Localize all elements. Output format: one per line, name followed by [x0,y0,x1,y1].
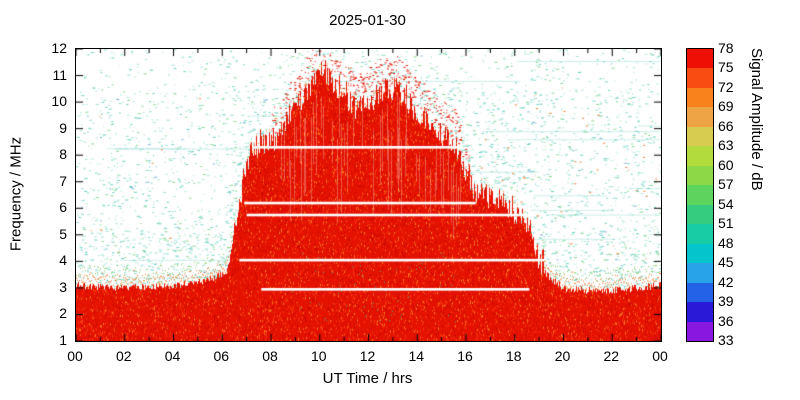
colorbar-segment [687,126,713,147]
x-tick-label: 00 [67,348,83,364]
colorbar-segment [687,146,713,166]
colorbar-segment [687,321,713,341]
x-tick-label: 18 [505,348,522,364]
x-tick-label: 06 [213,348,230,364]
colorbar-tick-label: 66 [718,117,734,134]
colorbar-tick-label: 69 [718,98,734,115]
colorbar-tick-label: 72 [718,78,734,95]
colorbar-tick-label: 78 [718,40,734,56]
y-tick-label: 5 [59,225,67,242]
colorbar-tick-label: 33 [718,332,734,348]
y-tick-label: 3 [59,278,67,295]
x-tick-label: 08 [262,348,278,364]
x-tick-label: 16 [457,348,473,364]
colorbar-tick-label: 57 [718,176,734,193]
x-tick-label: 22 [603,348,620,364]
colorbar-segment [687,302,713,322]
colorbar-label: Signal Amplitude / dB [748,48,765,191]
colorbar-segment [687,107,713,127]
colorbar-tick-label: 60 [718,156,734,173]
colorbar-segment [687,263,713,283]
y-tick-label: 9 [59,119,67,136]
x-axis-label: UT Time / hrs [322,370,413,387]
y-tick-label: 7 [59,172,67,189]
colorbar-tick-label: 75 [718,59,734,76]
colorbar-segment [687,224,713,244]
y-tick-label: 1 [59,332,67,348]
y-tick-label: 10 [51,93,67,110]
y-tick-label: 11 [52,66,67,83]
colorbar-segment [687,165,713,186]
colorbar-segment [687,68,713,88]
colorbar-segment [687,48,713,69]
colorbar-tick-label: 36 [718,312,734,329]
y-axis-label: Frequency / MHz [7,136,25,252]
y-tick-label: 4 [59,252,67,269]
x-tick-label: 20 [554,348,571,364]
y-tick-label: 6 [59,199,67,216]
y-tick-label: 2 [59,305,67,322]
colorbar-segment [687,243,713,264]
colorbar-tick-label: 48 [718,234,734,251]
x-tick-label: 02 [115,348,132,364]
colorbar [686,48,714,342]
colorbar-segment [687,204,713,225]
colorbar-segment [687,185,713,205]
y-tick-label: 12 [51,40,67,56]
chart-title: 2025-01-30 [329,12,406,29]
colorbar-tick-label: 39 [718,293,734,310]
colorbar-tick-label: 45 [718,254,734,271]
colorbar-segment [687,87,713,108]
x-tick-label: 12 [359,348,376,364]
colorbar-tick-label: 42 [718,273,734,290]
x-tick-label: 10 [310,348,327,364]
x-tick-label: 00 [652,348,668,364]
y-tick-label: 8 [59,146,67,163]
colorbar-segment [687,282,713,303]
colorbar-tick-label: 54 [718,195,734,212]
spectrogram-canvas [76,49,661,341]
x-tick-label: 14 [408,348,425,364]
colorbar-tick-label: 51 [718,215,734,232]
x-tick-label: 04 [164,348,181,364]
spectrogram-plot [75,48,662,342]
colorbar-tick-label: 63 [718,137,734,154]
